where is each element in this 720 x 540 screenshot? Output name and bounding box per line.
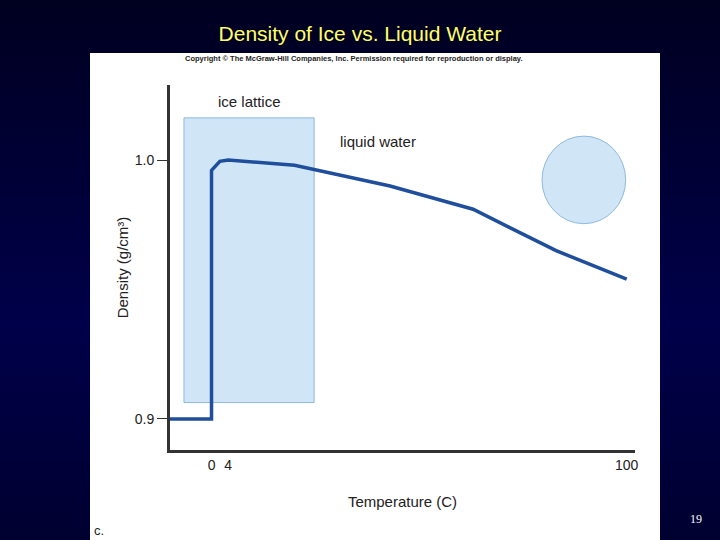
html-text:19: 19 (690, 512, 702, 526)
svg-text:liquid water: liquid water (340, 133, 416, 150)
svg-text:0: 0 (208, 457, 216, 473)
svg-text:100: 100 (615, 457, 639, 473)
svg-text:4: 4 (224, 457, 232, 473)
svg-text:Density (g/cm³): Density (g/cm³) (114, 217, 131, 319)
svg-text:0.9: 0.9 (135, 411, 155, 427)
svg-text:1.0: 1.0 (135, 152, 155, 168)
html-text:Copyright © The McGraw-Hill Co: Copyright © The McGraw-Hill Companies, I… (185, 54, 523, 63)
html-text:Density of Ice vs. Liquid Wate: Density of Ice vs. Liquid Water (218, 22, 502, 45)
html-text:c.: c. (94, 523, 105, 538)
svg-text:Temperature (C): Temperature (C) (348, 493, 457, 510)
svg-text:ice lattice: ice lattice (218, 93, 281, 110)
